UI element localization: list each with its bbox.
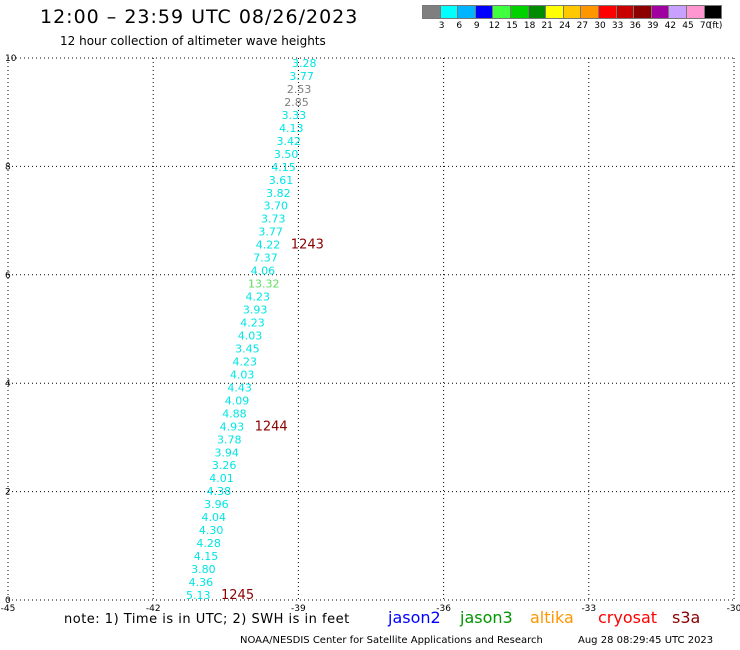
colorbar-label: 12 — [488, 21, 501, 31]
colorbar-label: 6 — [456, 21, 463, 31]
units-note: note: 1) Time is in UTC; 2) SWH is in fe… — [64, 612, 350, 627]
wave-height-reading: 4.01 — [209, 472, 234, 485]
colorbar-label: 33 — [611, 21, 624, 31]
wave-height-reading: 4.15 — [271, 161, 296, 174]
colorbar-label: 36 — [629, 21, 641, 31]
wave-height-reading: 3.82 — [266, 187, 291, 200]
colorbar-label: 27 — [576, 21, 589, 31]
wave-height-reading: 3.96 — [204, 498, 229, 511]
wave-height-reading: 3.80 — [191, 563, 216, 576]
page-subtitle: 12 hour collection of altimeter wave hei… — [60, 34, 326, 48]
y-tick-label: 6 — [5, 271, 11, 281]
wave-height-reading: 4.23 — [240, 317, 264, 330]
wave-height-reading: 4.43 — [227, 381, 252, 394]
satellite-legend-item: s3a — [672, 608, 701, 627]
x-tick-label: -39 — [291, 604, 306, 614]
colorbar-label: 45 — [682, 21, 694, 31]
wave-height-reading: 3.50 — [274, 148, 299, 161]
y-tick-label: 10 — [5, 54, 17, 64]
wave-height-reading: 4.30 — [199, 524, 224, 537]
credit-text: NOAA/NESDIS Center for Satellite Applica… — [240, 635, 543, 646]
y-tick-label: 2 — [5, 488, 11, 498]
time-stamp-label: 1245 — [221, 588, 254, 603]
wave-height-reading: 3.28 — [292, 57, 317, 70]
wave-height-reading: 4.38 — [207, 485, 232, 498]
wave-height-reading: 4.23 — [245, 291, 270, 304]
x-tick-label: -33 — [581, 604, 596, 614]
generation-timestamp: Aug 28 08:29:45 UTC 2023 — [578, 635, 714, 646]
wave-height-reading: 13.32 — [248, 278, 279, 291]
satellite-legend-item: jason3 — [460, 608, 513, 627]
x-tick-label: -45 — [1, 604, 16, 614]
colorbar-label: 18 — [523, 21, 536, 31]
colorbar-label: 21 — [541, 21, 553, 31]
wave-height-reading: 4.03 — [230, 368, 255, 381]
satellite-legend-item: altika — [530, 608, 574, 627]
wave-height-reading: 3.93 — [243, 304, 268, 317]
satellite-legend-item: jason2 — [388, 608, 441, 627]
wave-height-reading: 4.13 — [279, 122, 304, 135]
wave-height-reading: 4.03 — [238, 329, 263, 342]
wave-height-reading: 4.28 — [196, 537, 221, 550]
colorbar-label: 30 — [594, 21, 606, 31]
wave-height-reading: 3.45 — [235, 342, 260, 355]
wave-height-reading: 4.88 — [222, 407, 247, 420]
wave-height-reading: 3.42 — [276, 135, 301, 148]
x-tick-label: -42 — [146, 604, 161, 614]
colorbar-label: 3 — [438, 21, 445, 31]
wave-height-reading: 4.22 — [256, 239, 281, 252]
wave-height-reading: 3.77 — [289, 70, 314, 83]
wave-height-reading: 4.04 — [202, 511, 227, 524]
wave-height-reading: 3.33 — [282, 109, 307, 122]
wave-height-reading: 4.23 — [233, 355, 258, 368]
colorbar-label: 24 — [559, 21, 571, 31]
wave-height-reading: 2.53 — [287, 83, 312, 96]
time-stamp-label: 1243 — [291, 238, 324, 253]
colorbar-label: 42 — [664, 21, 677, 31]
wave-height-reading: 3.70 — [264, 200, 289, 213]
wave-height-reading: 4.15 — [194, 550, 219, 563]
satellite-legend-item: cryosat — [598, 608, 658, 627]
wave-height-reading: 3.78 — [217, 433, 242, 446]
wave-height-reading: 3.94 — [214, 446, 239, 459]
x-tick-label: -30 — [727, 604, 740, 614]
wave-height-reading: 3.77 — [258, 226, 283, 239]
time-stamp-label: 1244 — [255, 419, 288, 434]
wave-height-reading: 7.37 — [253, 252, 278, 265]
wave-height-reading: 5.13 — [186, 589, 211, 602]
colorbar-swatch — [703, 5, 723, 19]
wave-height-reading: 4.09 — [225, 394, 250, 407]
colorbar-label: 39 — [647, 21, 659, 31]
wave-height-reading: 3.26 — [212, 459, 237, 472]
y-tick-label: 8 — [5, 162, 11, 172]
y-tick-label: 0 — [5, 596, 11, 606]
colorbar-unit: (ft) — [708, 21, 723, 31]
wave-height-reading: 4.93 — [220, 420, 245, 433]
wave-height-reading: 3.61 — [269, 174, 294, 187]
colorbar-label: 9 — [473, 21, 480, 31]
wave-height-reading: 2.85 — [284, 96, 309, 109]
wave-height-reading: 4.36 — [189, 576, 214, 589]
y-tick-label: 4 — [5, 379, 11, 389]
wave-height-reading: 4.06 — [251, 265, 276, 278]
colorbar-label: 70 — [699, 21, 712, 31]
wave-height-reading: 3.73 — [261, 213, 286, 226]
x-tick-label: -36 — [436, 604, 451, 614]
page-title: 12:00 – 23:59 UTC 08/26/2023 — [40, 6, 359, 28]
colorbar-label: 15 — [506, 21, 518, 31]
